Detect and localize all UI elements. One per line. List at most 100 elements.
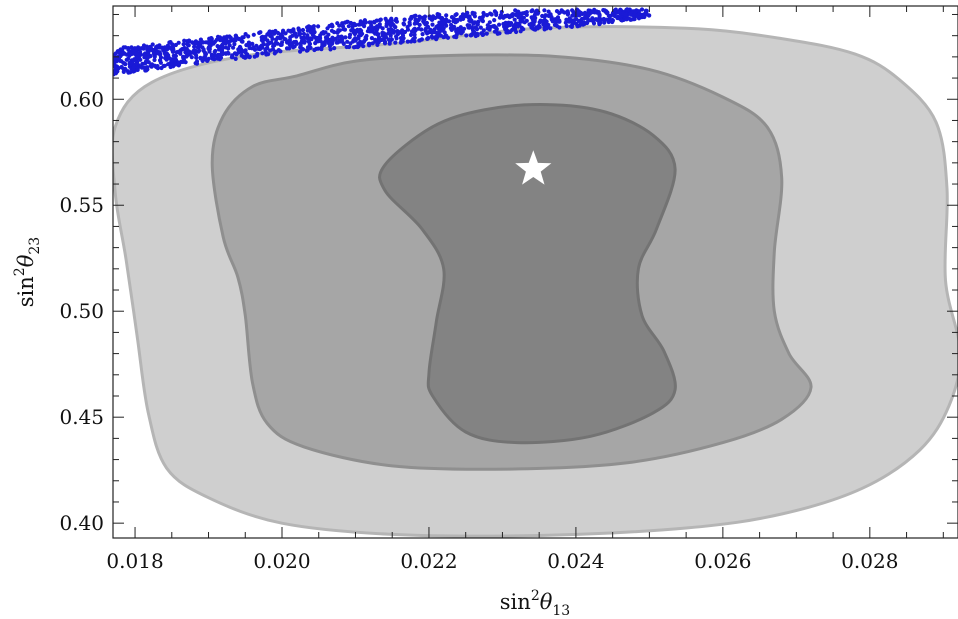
scatter-point — [589, 17, 595, 22]
scatter-point — [243, 55, 249, 60]
scatter-point — [328, 47, 333, 52]
scatter-point — [311, 24, 316, 29]
scatter-point — [324, 35, 329, 40]
scatter-point — [325, 26, 330, 31]
scatter-point — [438, 33, 443, 38]
scatter-point — [232, 42, 237, 47]
scatter-point — [335, 30, 340, 35]
scatter-point — [262, 35, 267, 40]
scatter-point — [604, 10, 610, 15]
scatter-point — [429, 34, 434, 39]
scatter-point — [304, 48, 309, 53]
scatter-point — [211, 41, 216, 46]
scatter-point — [457, 27, 462, 32]
plot-frame — [112, 5, 958, 539]
scatter-point — [488, 11, 493, 16]
scatter-point — [332, 29, 337, 35]
scatter-point — [510, 12, 515, 17]
scatter-point — [273, 28, 278, 34]
scatter-point — [374, 28, 379, 33]
scatter-point — [173, 53, 178, 59]
scatter-point — [452, 24, 457, 29]
scatter-point — [134, 51, 139, 56]
scatter-point — [555, 16, 560, 21]
y-axis-title-power: 2 — [12, 267, 28, 276]
x-tick-label: 0.026 — [694, 549, 751, 573]
scatter-point — [463, 14, 468, 19]
scatter-point — [293, 31, 298, 36]
scatter-point — [541, 22, 546, 27]
scatter-point — [290, 43, 295, 48]
y-axis-title-group: sin2θ23 — [12, 237, 43, 307]
scatter-point — [309, 37, 314, 42]
scatter-point — [639, 15, 644, 20]
scatter-point — [305, 45, 311, 50]
scatter-point — [193, 41, 198, 46]
scatter-point — [386, 30, 391, 36]
scatter-point — [407, 22, 412, 27]
scatter-point — [267, 29, 272, 34]
scatter-point — [257, 30, 262, 35]
scatter-point — [412, 21, 417, 26]
scatter-point — [481, 10, 486, 16]
scatter-point — [130, 51, 135, 56]
scatter-point — [440, 28, 445, 33]
scatter-point — [326, 40, 331, 46]
scatter-point — [395, 31, 401, 37]
scatter-point — [411, 37, 416, 42]
scatter-point — [361, 44, 366, 49]
scatter-point — [516, 9, 521, 14]
scatter-point — [121, 69, 126, 74]
scatter-point — [182, 38, 187, 43]
scatter-point — [353, 38, 358, 43]
y-tick-label: 0.40 — [59, 511, 104, 535]
scatter-point — [626, 16, 632, 21]
scatter-point — [346, 24, 351, 29]
scatter-point — [224, 34, 230, 39]
scatter-point — [492, 9, 497, 14]
scatter-point — [393, 18, 398, 23]
scatter-point — [400, 28, 405, 33]
scatter-point — [181, 42, 186, 47]
scatter-point — [220, 42, 225, 47]
scatter-point — [353, 44, 358, 50]
scatter-point — [511, 24, 516, 29]
scatter-point — [137, 51, 142, 57]
scatter-point — [475, 22, 480, 27]
scatter-point — [194, 53, 199, 58]
scatter-point — [345, 39, 350, 44]
scatter-point — [422, 14, 428, 19]
scatter-point — [154, 64, 159, 69]
scatter-point — [574, 21, 579, 27]
scatter-point — [189, 55, 194, 60]
scatter-point — [632, 9, 638, 14]
scatter-point — [268, 48, 273, 53]
scatter-point — [571, 12, 577, 17]
scatter-point — [250, 41, 255, 47]
scatter-point — [413, 18, 418, 23]
scatter-point — [135, 66, 140, 71]
scatter-point — [337, 23, 342, 28]
scatter-point — [497, 22, 502, 27]
scatter-point — [128, 70, 133, 75]
scatter-point — [119, 47, 124, 53]
scatter-point — [199, 39, 204, 44]
scatter-point — [218, 55, 224, 60]
scatter-point — [369, 26, 374, 31]
scatter-point — [618, 7, 623, 12]
scatter-point — [570, 8, 575, 13]
scatter-point — [593, 17, 599, 22]
scatter-point — [278, 32, 283, 37]
scatter-point — [274, 49, 279, 54]
scatter-point — [359, 22, 364, 27]
scatter-point — [464, 33, 469, 38]
scatter-point — [316, 24, 321, 29]
scatter-point — [604, 17, 609, 22]
scatter-point — [380, 26, 385, 31]
scatter-point — [154, 45, 159, 50]
x-axis-title-power: 2 — [531, 588, 540, 604]
scatter-point — [369, 23, 374, 28]
scatter-point — [173, 62, 178, 67]
scatter-point — [557, 10, 562, 16]
